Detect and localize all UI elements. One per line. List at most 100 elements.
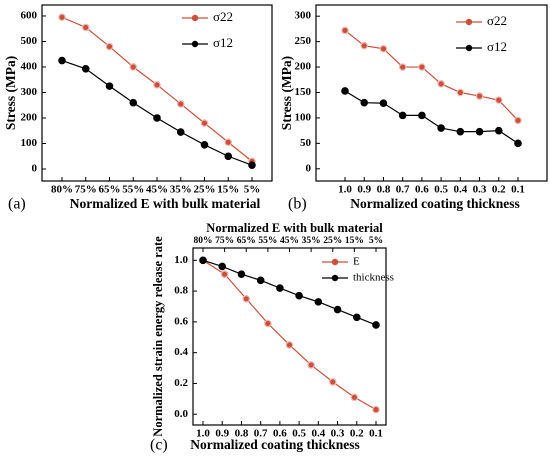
marker <box>200 140 209 149</box>
x2-tick-label: 80% <box>194 236 213 246</box>
series-line <box>344 29 519 121</box>
x-tick-label: 0.4 <box>453 184 467 196</box>
marker <box>295 291 303 300</box>
y-tick-label: 0.0 <box>174 408 188 420</box>
x-tick-label: 0.7 <box>254 428 268 440</box>
x-tick-label: 0.3 <box>473 184 487 196</box>
marker <box>129 63 138 71</box>
marker <box>285 341 294 349</box>
marker <box>153 81 161 89</box>
x-tick-label: 0.2 <box>492 184 506 196</box>
y-tick-label: 250 <box>295 35 312 47</box>
marker <box>276 284 284 292</box>
marker <box>456 127 465 136</box>
y-tick-label: 200 <box>295 61 312 73</box>
marker <box>224 138 233 147</box>
marker <box>81 23 90 32</box>
legend-label: σ22 <box>487 13 507 28</box>
marker <box>475 127 484 136</box>
y-axis-label: Normalized strain energy release rate <box>151 236 165 437</box>
marker <box>248 161 256 169</box>
y-tick-label: 300 <box>295 10 312 22</box>
x2-tick-label: 35% <box>302 236 321 246</box>
x-tick-label: 0.5 <box>292 428 306 440</box>
y-tick-label: 100 <box>295 111 312 123</box>
marker <box>314 298 323 306</box>
marker <box>328 378 337 386</box>
legend-label: σ12 <box>487 39 507 54</box>
marker <box>105 42 114 51</box>
marker <box>333 305 342 314</box>
marker <box>153 114 161 122</box>
panel-label: (a) <box>8 196 26 213</box>
y-axis-label: Stress (MPa) <box>279 56 294 130</box>
marker <box>58 56 66 65</box>
x2-tick-label: 55% <box>258 236 277 246</box>
plot-frame <box>315 4 548 182</box>
marker <box>352 313 361 322</box>
x-tick-label: 1.0 <box>338 184 352 196</box>
x-tick-label: 35% <box>170 184 192 196</box>
marker <box>256 276 265 285</box>
x-axis-label: Normalized coating thickness <box>350 196 520 211</box>
series-line <box>344 90 519 144</box>
marker <box>341 26 349 35</box>
marker <box>264 319 272 328</box>
marker <box>350 393 359 402</box>
x-axis-label: Normalized E with bulk material <box>70 196 261 211</box>
x-tick-label: 0.8 <box>235 428 249 440</box>
marker <box>398 63 407 71</box>
x-tick-label: 80% <box>51 184 73 196</box>
marker <box>220 270 229 278</box>
series-line <box>202 259 377 326</box>
plot-frame <box>41 4 273 182</box>
marker <box>379 99 388 107</box>
marker <box>372 321 380 329</box>
x-tick-label: 0.9 <box>357 184 371 196</box>
marker <box>176 128 185 136</box>
y-tick-label: 0.2 <box>174 377 188 389</box>
panel-label: (c) <box>150 437 168 454</box>
x-tick-label: 0.1 <box>369 428 383 440</box>
y-tick-label: 400 <box>21 61 38 73</box>
marker <box>494 126 503 135</box>
legend-label: E <box>353 256 360 268</box>
series-line <box>61 60 253 166</box>
marker <box>418 63 426 71</box>
marker <box>514 116 522 125</box>
marker <box>58 13 66 22</box>
legend-marker <box>191 40 199 48</box>
marker <box>418 111 426 120</box>
x-tick-label: 0.2 <box>350 428 364 440</box>
marker <box>360 98 369 107</box>
marker <box>360 41 369 50</box>
x-tick-label: 15% <box>217 184 239 196</box>
x-tick-label: 0.9 <box>215 428 229 440</box>
y-tick-label: 0.6 <box>174 315 188 327</box>
y-axis-label: Stress (MPa) <box>3 56 18 130</box>
y-tick-label: 50 <box>300 137 312 149</box>
marker <box>129 98 138 107</box>
y-tick-label: 0.8 <box>174 285 188 297</box>
x-tick-label: 1.0 <box>196 428 210 440</box>
legend-marker <box>331 258 339 266</box>
x-tick-label: 25% <box>194 184 216 196</box>
x2-axis-label: Normalized E with bulk material <box>206 221 383 235</box>
legend-label: σ12 <box>213 35 233 50</box>
y-tick-label: 600 <box>21 9 38 21</box>
x-tick-label: 0.4 <box>311 428 325 440</box>
legend-marker <box>191 14 199 22</box>
marker <box>105 82 114 90</box>
marker <box>199 256 207 265</box>
marker <box>475 92 484 100</box>
y-tick-label: 0 <box>306 162 312 174</box>
x2-tick-label: 5% <box>369 236 383 246</box>
y-tick-label: 0.4 <box>174 346 188 358</box>
x2-tick-label: 65% <box>237 236 256 246</box>
marker <box>224 152 233 161</box>
x-tick-label: 0.3 <box>331 428 345 440</box>
x-tick-label: 0.7 <box>396 184 410 196</box>
marker <box>437 124 445 132</box>
x-tick-label: 65% <box>99 184 121 196</box>
x-tick-label: 75% <box>75 184 97 196</box>
